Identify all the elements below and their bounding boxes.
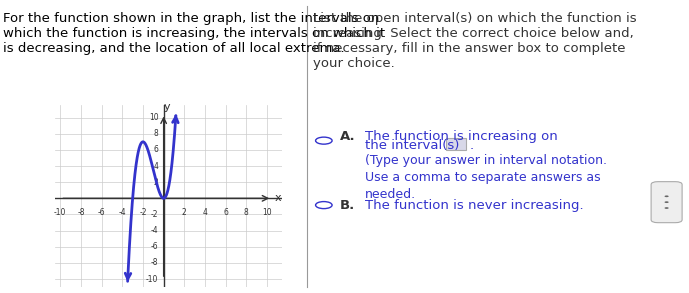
- Text: B.: B.: [340, 199, 355, 212]
- Text: 10: 10: [149, 113, 158, 122]
- Text: -8: -8: [77, 208, 85, 217]
- Text: -2: -2: [139, 208, 147, 217]
- Text: 10: 10: [263, 208, 271, 217]
- Text: -4: -4: [119, 208, 126, 217]
- Text: .: .: [469, 139, 473, 151]
- Text: 6: 6: [154, 145, 158, 154]
- Text: -10: -10: [146, 275, 158, 284]
- Text: 4: 4: [154, 161, 158, 171]
- Text: (Type your answer in interval notation.
Use a comma to separate answers as
neede: (Type your answer in interval notation. …: [365, 154, 607, 201]
- Text: The function is never increasing.: The function is never increasing.: [365, 199, 584, 212]
- Text: 6: 6: [223, 208, 228, 217]
- Text: -4: -4: [151, 226, 158, 235]
- Text: -10: -10: [54, 208, 66, 217]
- Text: A.: A.: [340, 130, 356, 143]
- Text: -6: -6: [151, 242, 158, 251]
- Text: List the open interval(s) on which the function is
increasing. Select the correc: List the open interval(s) on which the f…: [313, 12, 637, 70]
- Text: the interval(s): the interval(s): [365, 139, 460, 151]
- Text: 2: 2: [182, 208, 187, 217]
- Text: The function is increasing on: The function is increasing on: [365, 130, 558, 143]
- Text: 4: 4: [203, 208, 207, 217]
- Text: 8: 8: [154, 129, 158, 138]
- Text: For the function shown in the graph, list the intervals on
which the function is: For the function shown in the graph, lis…: [3, 12, 386, 55]
- Text: y: y: [163, 102, 170, 112]
- Text: 8: 8: [244, 208, 249, 217]
- Text: -8: -8: [151, 258, 158, 268]
- Text: -2: -2: [151, 210, 158, 219]
- Text: -6: -6: [98, 208, 105, 217]
- Text: 2: 2: [154, 178, 158, 187]
- Text: x: x: [274, 193, 281, 203]
